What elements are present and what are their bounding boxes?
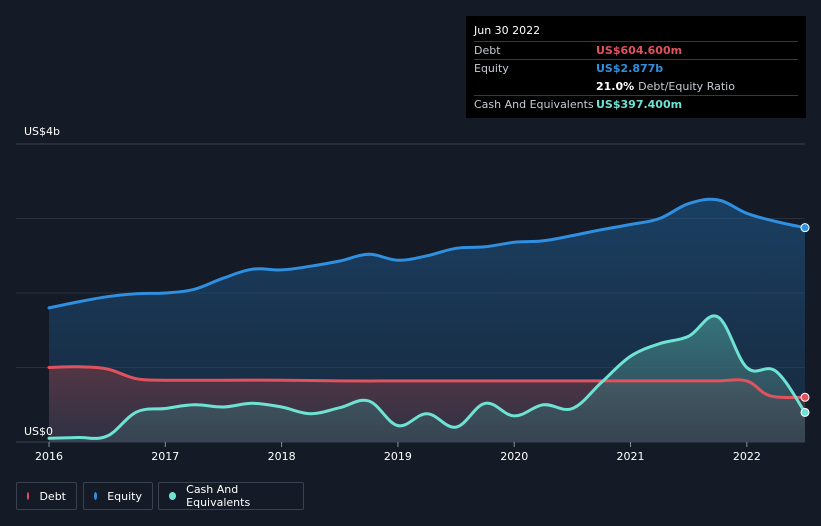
x-tick-label: 2017: [151, 450, 179, 463]
tooltip-debt-value: US$604.600m: [596, 44, 683, 57]
series-areas: [49, 199, 805, 442]
tooltip-ratio-label: Debt/Equity Ratio: [638, 80, 735, 93]
legend-cash[interactable]: Cash And Equivalents: [158, 482, 304, 510]
tooltip-row-debt: Debt US$604.600m: [474, 41, 798, 59]
data-tooltip: Jun 30 2022 Debt US$604.600m Equity US$2…: [466, 16, 806, 118]
x-tick-label: 2019: [384, 450, 412, 463]
y-axis-bottom-label: US$0: [24, 425, 54, 438]
cash-area: [49, 315, 805, 442]
tooltip-ratio-value: 21.0%: [596, 80, 635, 93]
tooltip-debt-label: Debt: [474, 44, 501, 57]
legend-cash-dot: [169, 492, 177, 500]
series-endpoints: [800, 223, 810, 417]
legend-equity-dot: [94, 492, 98, 500]
cash-line: [47, 314, 807, 440]
x-tick-label: 2021: [617, 450, 645, 463]
tooltip-equity-value: US$2.877b: [596, 62, 664, 75]
tooltip-date: Jun 30 2022: [474, 24, 541, 37]
x-tick-label: 2018: [268, 450, 296, 463]
legend-debt[interactable]: Debt: [16, 482, 77, 510]
legend-equity-label: Equity: [107, 489, 142, 503]
tooltip-row-equity: Equity US$2.877b: [474, 59, 798, 77]
legend-debt-label: Debt: [39, 489, 66, 503]
tooltip-row-ratio: 21.0% Debt/Equity Ratio: [474, 77, 798, 95]
x-tick-label: 2022: [733, 450, 761, 463]
debt-endpoint: [800, 392, 810, 402]
tooltip-cash-value: US$397.400m: [596, 98, 683, 111]
cash-endpoint: [800, 407, 810, 417]
debt-line: [47, 365, 807, 400]
y-axis-top-label: US$4b: [24, 125, 61, 138]
equity-line: [47, 197, 807, 310]
series-lines: [47, 197, 807, 440]
legend-debt-dot: [27, 492, 30, 500]
tooltip-cash-label: Cash And Equivalents: [474, 98, 594, 111]
tooltip-row-cash: Cash And Equivalents US$397.400m: [474, 95, 798, 113]
x-tick-label: 2020: [500, 450, 528, 463]
x-axis-ticks: 2016 2017 2018 2019 2020 2021 2022: [35, 442, 761, 463]
equity-endpoint: [800, 223, 810, 233]
legend-cash-label: Cash And Equivalents: [186, 483, 251, 509]
x-tick-label: 2016: [35, 450, 63, 463]
tooltip-equity-label: Equity: [474, 62, 509, 75]
legend-equity[interactable]: Equity: [83, 482, 153, 510]
